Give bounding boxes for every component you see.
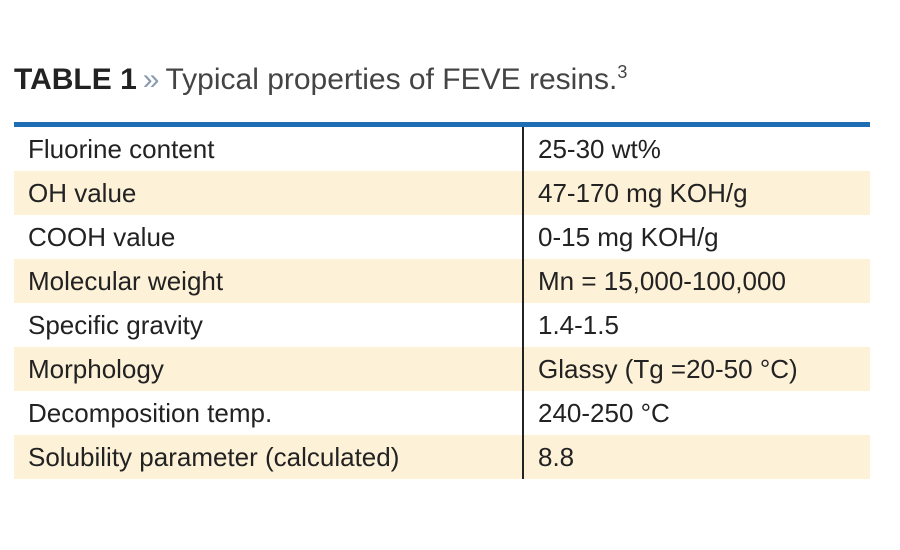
property-cell: Molecular weight bbox=[28, 266, 224, 296]
value-cell: 240-250 °C bbox=[538, 398, 670, 428]
table-row: Morphology Glassy (Tg =20-50 °C) bbox=[14, 347, 870, 391]
table-row: Specific gravity 1.4-1.5 bbox=[14, 303, 870, 347]
table-caption: TABLE 1» Typical properties of FEVE resin… bbox=[14, 62, 627, 97]
separator: » bbox=[142, 63, 160, 96]
value-cell: 1.4-1.5 bbox=[538, 310, 619, 340]
table-row: OH value 47-170 mg KOH/g bbox=[14, 171, 870, 215]
table: Fluorine content 25-30 wt% OH value 47-170 … bbox=[14, 122, 870, 479]
property-cell: Solubility parameter (calculated) bbox=[28, 442, 400, 472]
value-cell: Glassy (Tg =20-50 °C) bbox=[538, 354, 798, 384]
value-cell: 0-15 mg KOH/g bbox=[538, 222, 719, 252]
value-cell: Mn = 15,000-100,000 bbox=[538, 266, 786, 296]
value-cell: 47-170 mg KOH/g bbox=[538, 178, 748, 208]
property-cell: Decomposition temp. bbox=[28, 398, 273, 428]
column-divider bbox=[522, 127, 524, 479]
table-row: Fluorine content 25-30 wt% bbox=[14, 127, 870, 171]
property-cell: Morphology bbox=[28, 354, 164, 384]
table-title: Typical properties of FEVE resins. bbox=[165, 63, 618, 96]
table-row: Solubility parameter (calculated) 8.8 bbox=[14, 435, 870, 479]
footnote-ref: 3 bbox=[617, 62, 628, 82]
property-cell: OH value bbox=[28, 178, 137, 208]
property-cell: COOH value bbox=[28, 222, 176, 252]
value-cell: 25-30 wt% bbox=[538, 134, 661, 164]
table-row: Decomposition temp. 240-250 °C bbox=[14, 391, 870, 435]
table-label: TABLE 1 bbox=[14, 63, 137, 96]
property-cell: Fluorine content bbox=[28, 134, 215, 164]
property-cell: Specific gravity bbox=[28, 310, 203, 340]
value-cell: 8.8 bbox=[538, 442, 575, 472]
table-row: Molecular weight Mn = 15,000-100,000 bbox=[14, 259, 870, 303]
table-row: COOH value 0-15 mg KOH/g bbox=[14, 215, 870, 259]
